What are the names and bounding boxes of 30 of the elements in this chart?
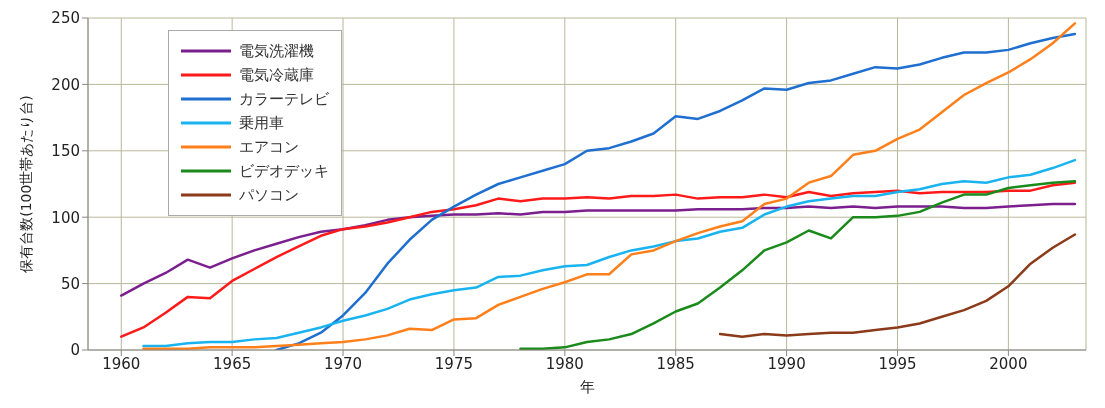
line-series bbox=[120, 181, 1077, 338]
y-tick-label: 250 bbox=[51, 9, 80, 28]
legend-label: 乗用車 bbox=[239, 113, 284, 134]
y-tick-label: 0 bbox=[70, 341, 80, 360]
legend-label: エアコン bbox=[239, 137, 299, 158]
y-tick-label: 150 bbox=[51, 142, 80, 161]
x-tick-label: 2000 bbox=[989, 354, 1028, 373]
legend-label: 電気冷蔵庫 bbox=[239, 65, 314, 86]
x-axis-title: 年 bbox=[579, 378, 595, 396]
line-series bbox=[120, 202, 1077, 297]
line-series bbox=[519, 180, 1077, 350]
y-tick-label: 200 bbox=[51, 75, 80, 94]
x-tick-label: 1970 bbox=[323, 354, 363, 373]
legend-label: 電気洗濯機 bbox=[239, 41, 314, 62]
line-series bbox=[142, 22, 1077, 350]
x-tick-label: 1990 bbox=[767, 354, 806, 373]
x-tick-label: 1975 bbox=[434, 354, 474, 373]
y-axis-title: 保有台数(100世帯あたり台) bbox=[17, 95, 34, 273]
x-tick-label: 1985 bbox=[656, 354, 695, 373]
line-series bbox=[142, 158, 1077, 348]
x-tick-label: 1995 bbox=[878, 354, 917, 373]
legend-label: ビデオデッキ bbox=[239, 161, 329, 182]
x-tick-label: 1980 bbox=[545, 354, 584, 373]
y-tick-label: 50 bbox=[60, 274, 80, 293]
x-tick-label: 1965 bbox=[213, 354, 252, 373]
legend-label: カラーテレビ bbox=[239, 89, 329, 110]
line-series bbox=[718, 233, 1077, 338]
legend-label: パソコン bbox=[239, 185, 299, 206]
x-tick-label: 1960 bbox=[102, 354, 141, 373]
y-tick-label: 100 bbox=[51, 208, 80, 227]
